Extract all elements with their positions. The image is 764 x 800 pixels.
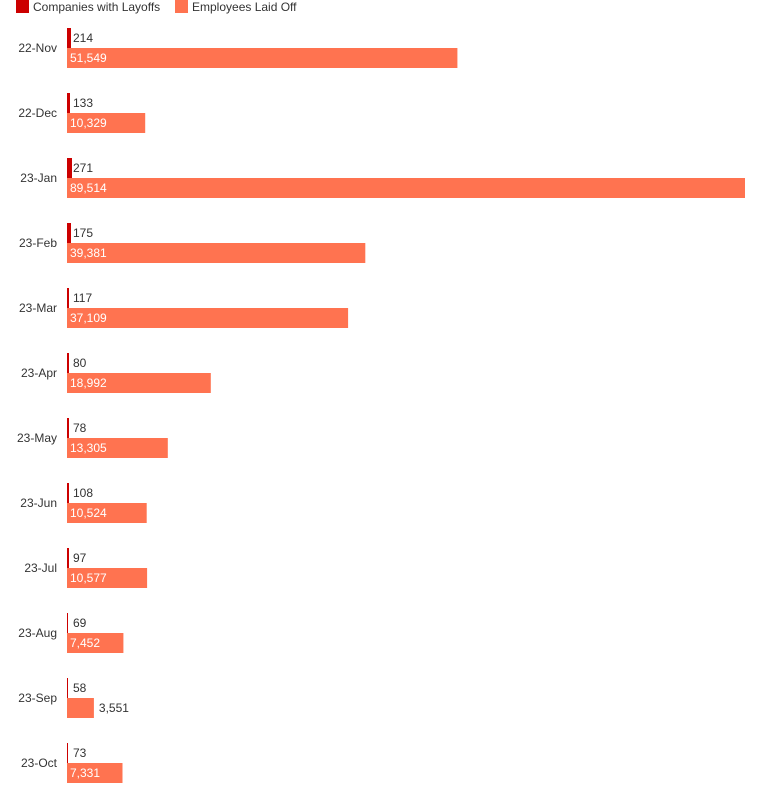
employees-bar <box>67 438 168 458</box>
companies-bar <box>67 28 71 48</box>
category-label: 23-Sep <box>18 691 57 705</box>
companies-bar <box>67 223 71 243</box>
companies-value-label: 108 <box>73 486 93 500</box>
companies-bar <box>67 743 68 763</box>
companies-bar <box>67 548 69 568</box>
employees-value-label: 13,305 <box>70 441 107 455</box>
category-label: 23-Jan <box>20 171 57 185</box>
employees-bar <box>67 568 148 588</box>
employees-bar <box>67 243 366 263</box>
employees-value-label: 7,452 <box>70 636 100 650</box>
companies-bar <box>67 158 72 178</box>
legend-swatch-companies <box>16 0 29 13</box>
category-label: 23-Oct <box>21 756 58 770</box>
companies-value-label: 73 <box>73 746 87 760</box>
employees-bar <box>67 503 147 523</box>
legend-label-companies: Companies with Layoffs <box>33 0 160 14</box>
employees-value-label: 37,109 <box>70 311 107 325</box>
companies-value-label: 80 <box>73 356 87 370</box>
legend-label-employees: Employees Laid Off <box>192 0 297 14</box>
employees-value-label: 18,992 <box>70 376 107 390</box>
employees-value-label: 89,514 <box>70 181 107 195</box>
legend-swatch-employees <box>175 0 188 13</box>
employees-bar <box>67 633 124 653</box>
employees-value-label: 39,381 <box>70 246 107 260</box>
companies-bar <box>67 678 68 698</box>
companies-bar <box>67 418 69 438</box>
companies-bar <box>67 613 68 633</box>
companies-value-label: 175 <box>73 226 93 240</box>
employees-bar <box>67 373 211 393</box>
category-label: 23-Apr <box>21 366 57 380</box>
employees-value-label: 10,577 <box>70 571 107 585</box>
legend: Companies with Layoffs Employees Laid Of… <box>16 0 297 14</box>
employees-bar <box>67 698 94 718</box>
employees-bar <box>67 48 458 68</box>
employees-value-label: 51,549 <box>70 51 107 65</box>
employees-value-label: 10,329 <box>70 116 107 130</box>
category-label: 23-Jun <box>20 496 57 510</box>
employees-bar <box>67 308 349 328</box>
category-label: 23-May <box>17 431 57 445</box>
companies-value-label: 271 <box>73 161 93 175</box>
category-label: 23-Feb <box>19 236 57 250</box>
employees-bar <box>67 113 146 133</box>
employees-bar <box>67 763 123 783</box>
companies-value-label: 97 <box>73 551 87 565</box>
companies-value-label: 69 <box>73 616 87 630</box>
category-label: 23-Jul <box>24 561 57 575</box>
companies-value-label: 78 <box>73 421 87 435</box>
employees-value-label: 7,331 <box>70 766 100 780</box>
companies-value-label: 214 <box>73 31 93 45</box>
category-label: 23-Mar <box>19 301 57 315</box>
plot-area: 22-Nov 214 51,549 22-Dec 133 10,329 23-Jan 271 8… <box>17 28 745 783</box>
employees-value-label: 3,551 <box>99 701 129 715</box>
companies-bar <box>67 93 70 113</box>
companies-bar <box>67 288 69 308</box>
employees-value-label: 10,524 <box>70 506 107 520</box>
category-label: 22-Nov <box>18 41 57 55</box>
companies-bar <box>67 483 69 503</box>
companies-value-label: 117 <box>73 291 92 305</box>
companies-value-label: 58 <box>73 681 87 695</box>
category-label: 22-Dec <box>18 106 57 120</box>
employees-bar <box>67 178 745 198</box>
category-label: 23-Aug <box>18 626 57 640</box>
companies-bar <box>67 353 69 373</box>
companies-value-label: 133 <box>73 96 93 110</box>
